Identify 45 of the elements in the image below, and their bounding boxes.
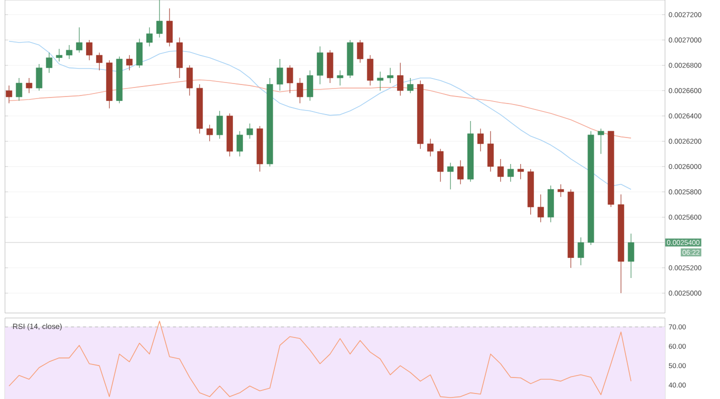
candlestick <box>598 128 604 154</box>
candlestick <box>487 130 494 172</box>
candlestick <box>457 160 464 185</box>
candlestick <box>276 58 284 91</box>
candlestick <box>186 65 193 96</box>
candlestick <box>136 38 143 68</box>
candlestick <box>518 164 524 180</box>
candlestick <box>387 68 394 84</box>
candlestick <box>336 70 344 86</box>
candlestick <box>286 65 294 94</box>
candlestick <box>6 85 12 104</box>
candlestick <box>246 123 253 140</box>
candlestick <box>497 158 504 182</box>
candlestick <box>146 27 153 47</box>
candlestick <box>216 110 223 140</box>
candlestick <box>126 54 133 71</box>
candlestick <box>397 62 404 96</box>
candlestick <box>316 46 324 85</box>
candlestick <box>538 194 544 223</box>
candlestick <box>507 164 514 182</box>
candlestick <box>46 52 52 74</box>
candlestick <box>427 138 434 157</box>
candlestick <box>56 48 62 62</box>
candlestick <box>16 78 22 102</box>
candlestick <box>306 70 314 102</box>
candlestick <box>447 162 454 190</box>
candlestick <box>236 130 243 157</box>
candlestick <box>36 64 42 91</box>
candlestick <box>628 233 634 278</box>
candlestick <box>86 40 92 61</box>
candlestick <box>96 52 102 71</box>
candlestick <box>407 78 414 94</box>
candlestick <box>437 148 444 182</box>
candlestick <box>66 44 72 60</box>
candlestick <box>367 54 374 86</box>
candlestick <box>296 78 304 104</box>
candlestick <box>206 124 213 142</box>
candlestick <box>477 128 484 152</box>
candlestick <box>76 27 82 53</box>
candlestick <box>377 71 384 91</box>
candlestick <box>26 78 32 94</box>
candlestick <box>356 40 364 64</box>
candlestick <box>558 184 564 198</box>
candlestick <box>578 237 584 266</box>
candlestick <box>166 8 173 47</box>
